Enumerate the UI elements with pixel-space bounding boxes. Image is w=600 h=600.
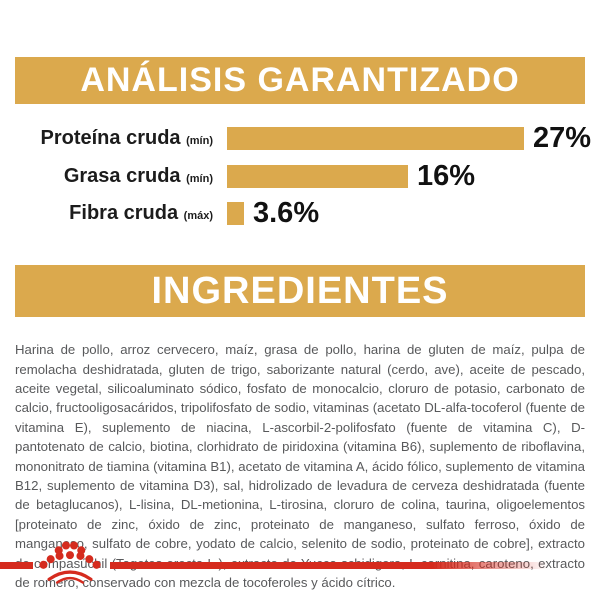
royal-canin-crown-icon	[37, 539, 103, 589]
nutrient-bar	[227, 201, 244, 225]
nutrient-label: Fibra cruda (máx)	[15, 202, 213, 225]
nutrient-qualifier: (mín)	[186, 172, 213, 185]
nutrient-name: Proteína cruda	[40, 126, 181, 149]
nutrient-qualifier: (mín)	[186, 134, 213, 147]
ingredients-title: INGREDIENTES	[151, 269, 449, 312]
nutrient-label: Grasa cruda (mín)	[15, 165, 213, 188]
footer-rule-left	[0, 562, 33, 569]
nutrient-row-fiber: Fibra cruda (máx) 3.6%	[15, 197, 600, 229]
analysis-banner: ANÁLISIS GARANTIZADO	[15, 57, 585, 104]
nutrient-bar	[227, 126, 524, 150]
nutrient-bar	[227, 164, 408, 188]
footer-rule-right	[110, 562, 557, 569]
ingredients-paragraph: Harina de pollo, arroz cervecero, maíz, …	[15, 342, 585, 591]
nutrient-qualifier: (máx)	[183, 209, 213, 222]
nutrient-name: Grasa cruda	[63, 164, 181, 187]
nutrient-value: 27%	[533, 121, 592, 154]
nutrient-row-fat: Grasa cruda (mín) 16%	[15, 160, 600, 192]
ingredients-banner: INGREDIENTES	[15, 265, 585, 317]
nutrient-row-protein: Proteína cruda (mín) 27%	[15, 122, 600, 154]
nutrient-value: 16%	[417, 159, 476, 192]
nutrient-label: Proteína cruda (mín)	[15, 126, 214, 150]
nutrient-value: 3.6%	[253, 196, 320, 229]
nutrient-name: Fibra cruda	[69, 201, 179, 224]
analysis-title: ANÁLISIS GARANTIZADO	[80, 61, 520, 99]
